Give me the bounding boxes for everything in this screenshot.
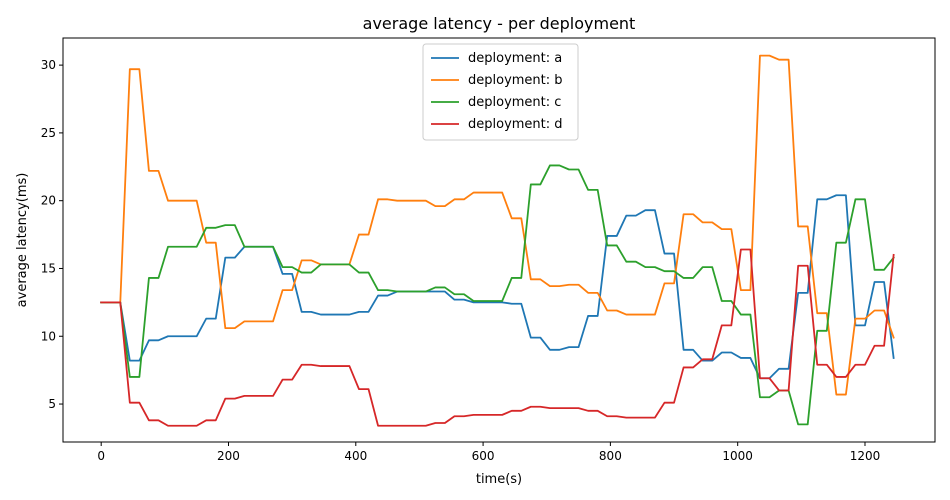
legend-label: deployment: c (468, 95, 561, 110)
y-tick-label: 20 (41, 194, 56, 208)
legend: deployment: a deployment: b deployment: c d… (422, 43, 579, 141)
y-tick-label: 30 (41, 58, 56, 72)
x-tick-label: 1000 (722, 449, 753, 463)
series-lines (100, 54, 895, 427)
x-tick-label: 1200 (850, 449, 881, 463)
x-tick-label: 800 (599, 449, 622, 463)
y-tick-label: 15 (41, 261, 56, 275)
legend-label: deployment: d (468, 117, 563, 132)
x-axis-label: time(s) (476, 472, 522, 487)
legend-box (422, 43, 579, 141)
chart-title: average latency - per deployment (363, 14, 636, 33)
x-tick-label: 0 (97, 449, 105, 463)
axes: 0 200 400 600 800 1000 1200 5 10 15 20 25 30 (41, 37, 936, 463)
y-axis-label: average latency(ms) (15, 173, 30, 308)
x-tick-label: 400 (344, 449, 367, 463)
series-line-3 (100, 164, 895, 426)
y-tick-label: 10 (41, 329, 56, 343)
x-tick-label: 200 (217, 449, 240, 463)
x-tick-label: 600 (472, 449, 495, 463)
series-line-2 (100, 54, 895, 396)
legend-label: deployment: a (468, 51, 562, 66)
legend-label: deployment: b (468, 73, 563, 88)
series-line-4 (100, 248, 895, 427)
plot-frame (62, 37, 936, 443)
y-tick-label: 5 (48, 397, 56, 411)
y-tick-label: 25 (41, 126, 56, 140)
